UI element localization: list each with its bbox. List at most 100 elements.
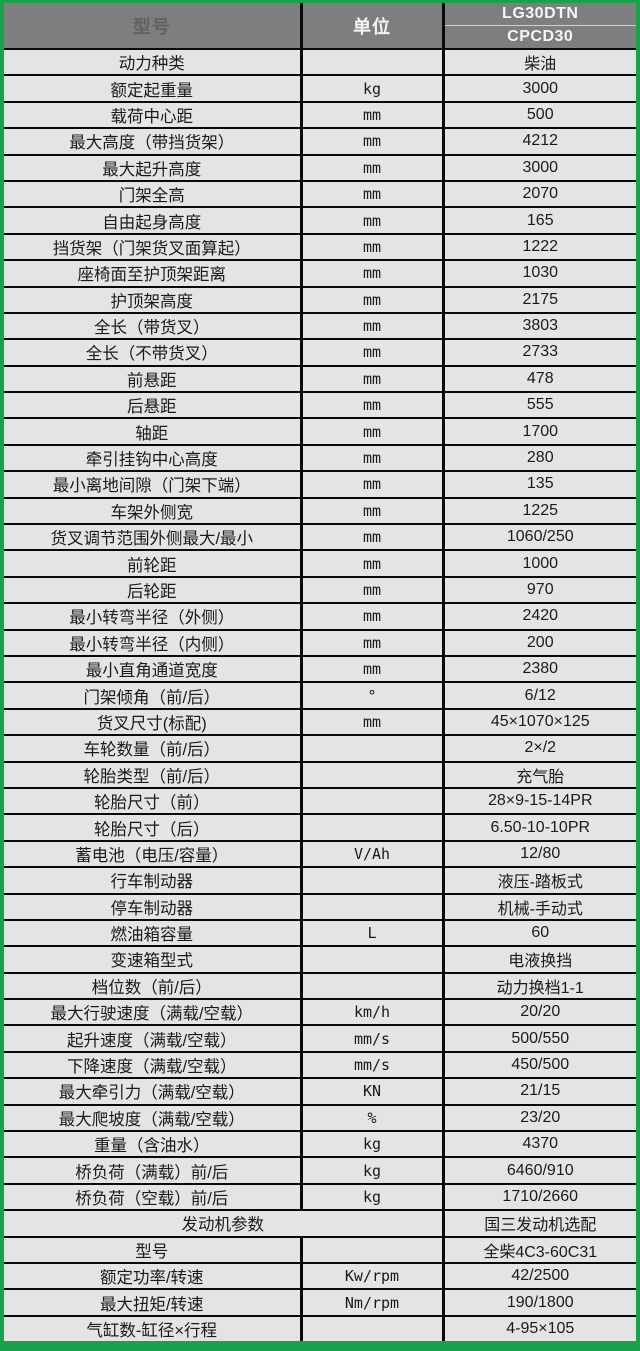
spec-value-cell: 3000: [441, 153, 638, 182]
table-row: 车轮数量（前/后） 2×/2: [2, 734, 638, 763]
spec-label-cell: 前轮距: [2, 549, 303, 578]
spec-label-cell: 最小离地间隙（门架下端）: [2, 470, 303, 499]
table-row: 自由起身高度 mm 165: [2, 206, 638, 235]
table-row: 最小转弯半径（外侧） mm 2420: [2, 602, 638, 631]
spec-label-cell: 重量（含油水）: [2, 1130, 303, 1159]
table-row: 最大起升高度 mm 3000: [2, 153, 638, 182]
spec-value-cell: 1030: [441, 259, 638, 288]
spec-label-cell: 全长（带货叉）: [2, 311, 303, 341]
spec-value-cell: 6460/910: [441, 1156, 638, 1185]
table-row: 重量（含油水） kg 4370: [2, 1130, 638, 1159]
spec-value-cell: 4212: [441, 127, 638, 156]
spec-label-cell: 额定起重量: [2, 74, 303, 103]
table-row: 最大爬坡度（满载/空载） % 23/20: [2, 1103, 638, 1133]
spec-unit-cell: mm: [299, 417, 445, 446]
spec-value-cell: 45×1070×125: [441, 707, 638, 737]
spec-value-cell: 3803: [441, 311, 638, 341]
spec-label-cell: 桥负荷（满载）前/后: [2, 1156, 303, 1185]
spec-value-cell: 555: [441, 391, 638, 420]
spec-label-cell: 挡货架（门架货叉面算起）: [2, 232, 303, 262]
spec-label-cell: 最大扭矩/转速: [2, 1288, 303, 1317]
spec-value-cell: 国三发动机选配: [441, 1209, 638, 1238]
table-row: 停车制动器 机械-手动式: [2, 892, 638, 921]
header-model-secondary-cell: CPCD30: [441, 25, 638, 50]
table-row: 额定起重量 kg 3000: [2, 74, 638, 103]
spec-label-cell: 最大行驶速度（满载/空载）: [2, 998, 303, 1027]
header-model-label-cell: 型号: [2, 2, 303, 50]
spec-value-cell: 1222: [441, 232, 638, 262]
spec-unit-cell: mm: [299, 628, 445, 657]
spec-unit-cell: mm: [299, 523, 445, 552]
spec-label-cell: 后悬距: [2, 391, 303, 420]
table-row: 最大牵引力（满载/空载） KN 21/15: [2, 1077, 638, 1106]
spec-unit-cell: [299, 945, 445, 974]
spec-label-cell: 轮胎尺寸（后）: [2, 813, 303, 842]
section-label-cell: 发动机参数: [2, 1209, 445, 1238]
spec-value-cell: 1700: [441, 417, 638, 446]
spec-label-cell: 最大爬坡度（满载/空载）: [2, 1103, 303, 1133]
spec-unit-cell: mm: [299, 470, 445, 499]
spec-label-cell: 后轮距: [2, 575, 303, 605]
spec-value-cell: 2733: [441, 338, 638, 367]
spec-unit-cell: L: [299, 918, 445, 948]
spec-unit-cell: mm: [299, 364, 445, 394]
spec-label-cell: 全长（不带货叉）: [2, 338, 303, 367]
spec-label-cell: 护顶架高度: [2, 285, 303, 314]
table-row: 全长（带货叉） mm 3803: [2, 311, 638, 341]
spec-label-cell: 前悬距: [2, 364, 303, 394]
spec-label-cell: 车轮数量（前/后）: [2, 734, 303, 763]
spec-unit-cell: [299, 760, 445, 789]
spec-value-cell: 2420: [441, 602, 638, 631]
spec-unit-cell: kg: [299, 74, 445, 103]
spec-value-cell: 12/80: [441, 839, 638, 869]
spec-label-cell: 气缸数-缸径×行程: [2, 1314, 303, 1343]
table-row: 挡货架（门架货叉面算起） mm 1222: [2, 232, 638, 262]
spec-unit-cell: km/h: [299, 998, 445, 1027]
table-row: 货叉尺寸(标配) mm 45×1070×125: [2, 707, 638, 737]
spec-value-cell: 20/20: [441, 998, 638, 1027]
spec-label-cell: 最小直角通道宽度: [2, 654, 303, 684]
table-row: 桥负荷（空载）前/后 kg 1710/2660: [2, 1182, 638, 1212]
spec-value-cell: 全柴4C3-60C31: [441, 1235, 638, 1264]
table-row: 全长（不带货叉） mm 2733: [2, 338, 638, 367]
table-row: 后悬距 mm 555: [2, 391, 638, 420]
spec-value-cell: 机械-手动式: [441, 892, 638, 921]
spec-value-cell: 充气胎: [441, 760, 638, 789]
spec-unit-cell: mm: [299, 496, 445, 526]
spec-value-cell: 1225: [441, 496, 638, 526]
spec-label-cell: 燃油箱容量: [2, 918, 303, 948]
spec-label-cell: 车架外侧宽: [2, 496, 303, 526]
table-row: 蓄电池（电压/容量） V/Ah 12/80: [2, 839, 638, 869]
spec-label-cell: 行车制动器: [2, 866, 303, 895]
spec-value-cell: 190/1800: [441, 1288, 638, 1317]
spec-value-cell: 电液换挡: [441, 945, 638, 974]
table-row: 轮胎尺寸（前） 28×9-15-14PR: [2, 786, 638, 816]
table-row: 最小直角通道宽度 mm 2380: [2, 654, 638, 684]
spec-unit-cell: [299, 892, 445, 921]
spec-unit-cell: °: [299, 681, 445, 710]
header-model-primary-cell: LG30DTN: [441, 2, 638, 26]
spec-label-cell: 最大牵引力（满载/空载）: [2, 1077, 303, 1106]
spec-unit-cell: mm: [299, 311, 445, 341]
table-row: 前悬距 mm 478: [2, 364, 638, 394]
spec-value-cell: 21/15: [441, 1077, 638, 1106]
spec-value-cell: 200: [441, 628, 638, 657]
spec-label-cell: 最大起升高度: [2, 153, 303, 182]
spec-value-cell: 1060/250: [441, 523, 638, 552]
spec-label-cell: 牵引挂钩中心高度: [2, 443, 303, 473]
spec-value-cell: 60: [441, 918, 638, 948]
spec-label-cell: 门架全高: [2, 179, 303, 209]
spec-unit-cell: mm/s: [299, 1050, 445, 1080]
spec-label-cell: 自由起身高度: [2, 206, 303, 235]
spec-unit-cell: [299, 813, 445, 842]
table-row: 型号 全柴4C3-60C31: [2, 1235, 638, 1264]
spec-value-cell: 4370: [441, 1130, 638, 1159]
spec-value-cell: 500/550: [441, 1024, 638, 1053]
spec-label-cell: 停车制动器: [2, 892, 303, 921]
table-row: 桥负荷（满载）前/后 kg 6460/910: [2, 1156, 638, 1185]
spec-label-cell: 变速箱型式: [2, 945, 303, 974]
table-row: 货叉调节范围外侧最大/最小 mm 1060/250: [2, 523, 638, 552]
table-row: 门架全高 mm 2070: [2, 179, 638, 209]
table-row: 变速箱型式 电液换挡: [2, 945, 638, 974]
